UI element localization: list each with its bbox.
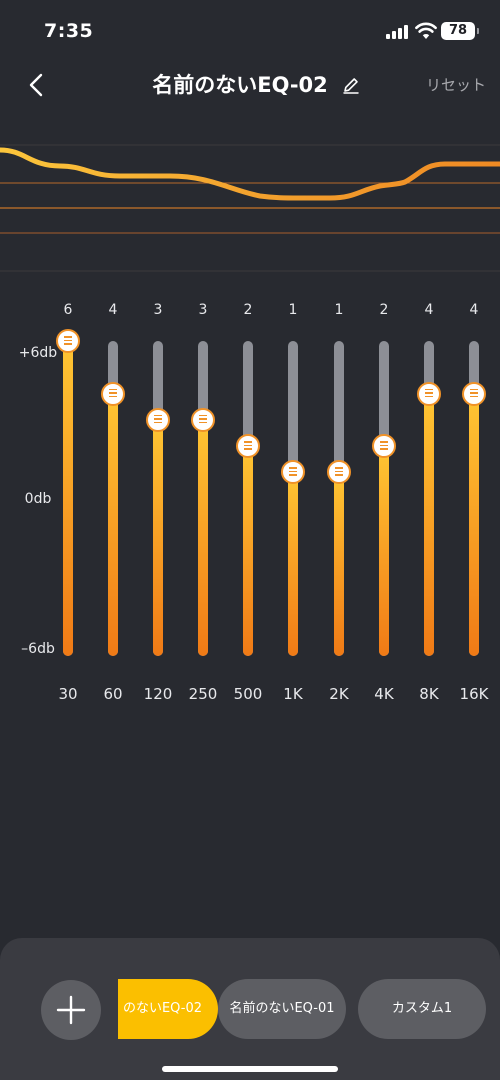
eq-band-2k: 1 2K (324, 290, 354, 710)
eq-band-120: 3 120 (143, 290, 173, 710)
frequency-label: 1K (283, 685, 303, 703)
slider-thumb[interactable] (462, 381, 486, 406)
band-value: 1 (288, 302, 298, 318)
slider-fill (334, 472, 344, 656)
slider-thumb[interactable] (56, 329, 80, 353)
frequency-label: 500 (233, 685, 263, 703)
add-preset-button[interactable] (41, 980, 101, 1040)
pencil-icon[interactable] (341, 75, 361, 95)
frequency-label: 30 (58, 685, 78, 703)
slider-fill (243, 446, 253, 656)
preset-chip[interactable]: カスタム1 (358, 979, 486, 1039)
frequency-label: 120 (143, 685, 173, 703)
eq-band-500: 2 500 (233, 290, 263, 710)
slider-fill (469, 393, 479, 656)
db-label-zero: 0db (24, 491, 52, 507)
eq-band-250: 3 250 (188, 290, 218, 710)
slider-thumb[interactable] (101, 381, 125, 406)
plus-icon (56, 995, 86, 1025)
slider-fill (63, 341, 73, 656)
status-time: 7:35 (44, 20, 94, 42)
chevron-left-icon[interactable] (22, 70, 50, 100)
band-value: 4 (424, 302, 434, 318)
frequency-label: 4K (374, 685, 394, 703)
slider-fill (198, 419, 208, 656)
band-value: 3 (153, 302, 163, 318)
eq-band-60: 4 60 (98, 290, 128, 710)
frequency-label: 60 (103, 685, 123, 703)
home-indicator (162, 1066, 338, 1072)
slider-fill (288, 472, 298, 656)
slider-thumb[interactable] (372, 434, 396, 458)
slider-thumb[interactable] (146, 407, 170, 432)
cellular-signal-icon (386, 25, 410, 39)
eq-band-8k: 4 8K (414, 290, 444, 710)
db-label-top: +6db (18, 345, 58, 361)
battery-icon: 78 (441, 22, 479, 40)
eq-band-1k: 1 1K (278, 290, 308, 710)
page-title: 名前のないEQ-02 (152, 73, 328, 97)
band-value: 1 (334, 302, 344, 318)
slider-thumb[interactable] (236, 434, 260, 458)
band-value: 4 (108, 302, 118, 318)
slider-fill (424, 393, 434, 656)
equalizer: +6db 0db –6db 6 30 4 60 3 120 3 250 2 500 1 1K 1 2K 2 4… (0, 290, 500, 720)
preset-label: のないEQ-02 (122, 1001, 202, 1016)
slider-thumb[interactable] (417, 381, 441, 406)
eq-band-4k: 2 4K (369, 290, 399, 710)
eq-band-16k: 4 16K (459, 290, 489, 710)
band-value: 2 (379, 302, 389, 318)
frequency-label: 16K (459, 685, 489, 703)
status-bar: 7:35 78 (0, 0, 500, 62)
preset-chip-active[interactable]: のないEQ-02 (118, 979, 218, 1039)
wifi-icon (415, 22, 437, 39)
band-value: 6 (63, 302, 73, 318)
band-value: 2 (243, 302, 253, 318)
slider-fill (379, 446, 389, 656)
db-label-bottom: –6db (21, 641, 55, 657)
band-value: 3 (198, 302, 208, 318)
preset-chip[interactable]: 名前のないEQ-01 (218, 979, 346, 1039)
frequency-label: 8K (419, 685, 439, 703)
reset-button[interactable]: リセット (425, 76, 486, 94)
slider-thumb[interactable] (191, 407, 215, 432)
eq-band-30: 6 30 (53, 290, 83, 710)
frequency-label: 250 (188, 685, 218, 703)
eq-response-curve (0, 144, 500, 272)
frequency-label: 2K (329, 685, 349, 703)
band-value: 4 (469, 302, 479, 318)
preset-panel: のないEQ-02 名前のないEQ-01 カスタム1 (0, 938, 500, 1080)
slider-fill (108, 393, 118, 656)
slider-thumb[interactable] (281, 460, 305, 485)
slider-fill (153, 419, 163, 656)
slider-thumb[interactable] (327, 460, 351, 485)
